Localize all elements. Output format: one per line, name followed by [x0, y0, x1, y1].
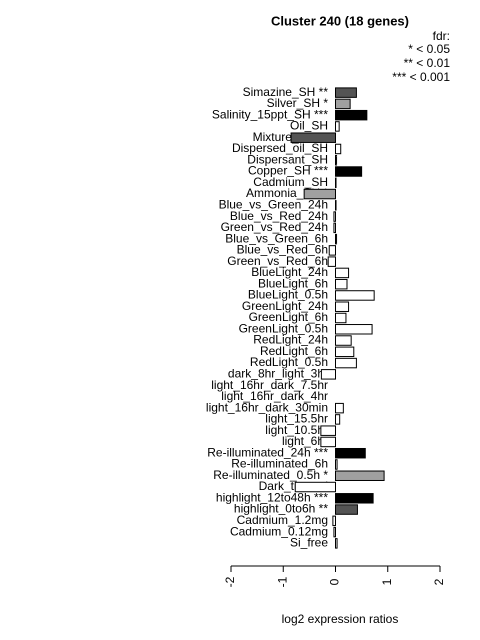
y-tick-label: Dispersant_SH	[247, 152, 328, 166]
y-tick-label: Copper_SH ***	[248, 164, 328, 178]
bar	[335, 357, 357, 369]
bar	[335, 166, 363, 177]
y-tick-label: GreenLight_6h	[249, 310, 328, 324]
bar	[335, 335, 352, 346]
bar	[335, 493, 374, 504]
bar	[333, 222, 336, 234]
bar	[335, 414, 341, 425]
y-tick-label: Blue_vs_Green_6h	[225, 231, 328, 245]
legend-entry: ** < 0.01	[404, 56, 451, 70]
x-axis-label: log2 expression ratios	[282, 612, 399, 626]
bar	[328, 245, 337, 256]
bar	[335, 504, 358, 515]
y-tick-label: BlueLight_24h	[251, 265, 328, 279]
y-tick-label: Blue_vs_Red_6h	[237, 243, 328, 257]
bar	[335, 301, 350, 312]
bar	[320, 369, 336, 380]
bar	[294, 481, 336, 493]
bar	[335, 312, 347, 324]
bar	[335, 447, 366, 459]
bar	[335, 87, 357, 98]
x-tick-label: 0	[328, 578, 342, 585]
y-tick-label: Silver_SH *	[267, 96, 329, 110]
x-tick-label: 2	[432, 578, 446, 585]
bar	[335, 538, 338, 549]
bar	[335, 121, 340, 132]
bar	[320, 436, 336, 448]
bar	[327, 256, 336, 267]
y-tick-label: highlight_12to48h ***	[216, 490, 328, 504]
y-tick-label: Green_vs_Red_24h	[221, 220, 328, 234]
y-tick-label: dark_8hr_light_3hr	[228, 367, 328, 381]
bar	[335, 290, 375, 301]
y-tick-label: light_15.5hr	[265, 412, 328, 426]
y-tick-label: RedLight_0.5h	[250, 355, 328, 369]
y-tick-label: BlueLight_0.5h	[248, 288, 328, 302]
y-tick-label: Si_free	[290, 536, 328, 550]
y-tick-label: Green_vs_Red_6h	[227, 254, 328, 268]
x-tick-label: -2	[223, 576, 237, 587]
bar	[335, 233, 338, 245]
y-tick-label: Re-illuminated_24h ***	[207, 445, 328, 459]
bar	[335, 177, 337, 189]
legend-entry: *** < 0.001	[392, 70, 450, 84]
legend-title: fdr:	[433, 29, 450, 43]
y-tick-label: RedLight_6h	[260, 344, 328, 358]
bar	[290, 132, 336, 143]
bar	[335, 155, 338, 166]
y-tick-label: Re-illuminated_6h	[231, 457, 328, 471]
y-tick-label: Dispersed_oil_SH	[232, 141, 328, 155]
y-tick-label: Oil_SH	[290, 119, 328, 133]
legend-entry: * < 0.05	[408, 42, 450, 56]
y-tick-label: Cadmium_SH	[253, 175, 328, 189]
chart-title: Cluster 240 (18 genes)	[271, 13, 409, 28]
bar	[335, 143, 342, 155]
bar	[335, 109, 368, 121]
y-tick-label: light_10.5hr	[265, 423, 328, 437]
y-tick-label: light_16hr_dark_4hr	[221, 389, 328, 403]
bar	[320, 425, 336, 436]
y-tick-label: highlight_0to6h **	[234, 502, 328, 516]
bar	[303, 188, 336, 200]
y-tick-label: GreenLight_24h	[242, 299, 328, 313]
x-tick-label: 1	[380, 578, 394, 585]
y-tick-label: light_16hr_dark_30min	[206, 400, 328, 414]
y-tick-label: light_16hr_dark_7.5hr	[211, 378, 328, 392]
bar	[335, 346, 355, 358]
bar	[335, 98, 351, 110]
x-tick-label: -1	[275, 576, 289, 587]
bar	[335, 278, 348, 290]
y-tick-label: light_6hr	[282, 434, 328, 448]
y-tick-label: Blue_vs_Red_24h	[230, 209, 328, 223]
y-tick-label: Simazine_SH **	[243, 85, 329, 99]
y-tick-label: Salinity_15ppt_SH ***	[212, 107, 328, 121]
bar	[332, 515, 337, 527]
y-tick-label: GreenLight_0.5h	[239, 321, 328, 335]
bar	[335, 459, 338, 470]
y-tick-label: Blue_vs_Green_24h	[219, 197, 328, 211]
y-tick-label: Cadmium_0.12mg	[230, 524, 328, 538]
y-tick-label: BlueLight_6h	[258, 276, 328, 290]
bar	[335, 402, 344, 414]
y-tick-label: RedLight_24h	[253, 333, 328, 347]
bar	[335, 200, 337, 211]
bar	[335, 470, 385, 481]
bar	[335, 267, 350, 279]
bar	[333, 211, 336, 222]
bar	[333, 526, 336, 538]
y-tick-label: Re-illuminated_0.5h *	[213, 468, 328, 482]
y-tick-label: Cadmium_1.2mg	[237, 513, 328, 527]
bar	[335, 324, 373, 335]
